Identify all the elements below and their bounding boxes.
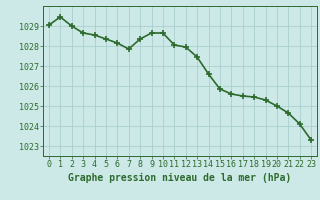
X-axis label: Graphe pression niveau de la mer (hPa): Graphe pression niveau de la mer (hPa) xyxy=(68,173,292,183)
